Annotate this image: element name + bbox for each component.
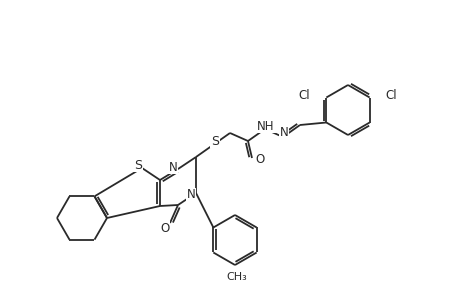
Text: N: N [186,188,195,202]
Text: NH: NH [257,119,274,133]
Text: O: O [255,152,264,166]
Text: Cl: Cl [298,89,310,102]
Text: Cl: Cl [385,89,397,102]
Text: N: N [279,125,288,139]
Text: S: S [134,158,142,172]
Text: O: O [160,221,169,235]
Text: N: N [168,160,177,173]
Text: S: S [211,134,218,148]
Text: CH₃: CH₃ [226,272,247,282]
